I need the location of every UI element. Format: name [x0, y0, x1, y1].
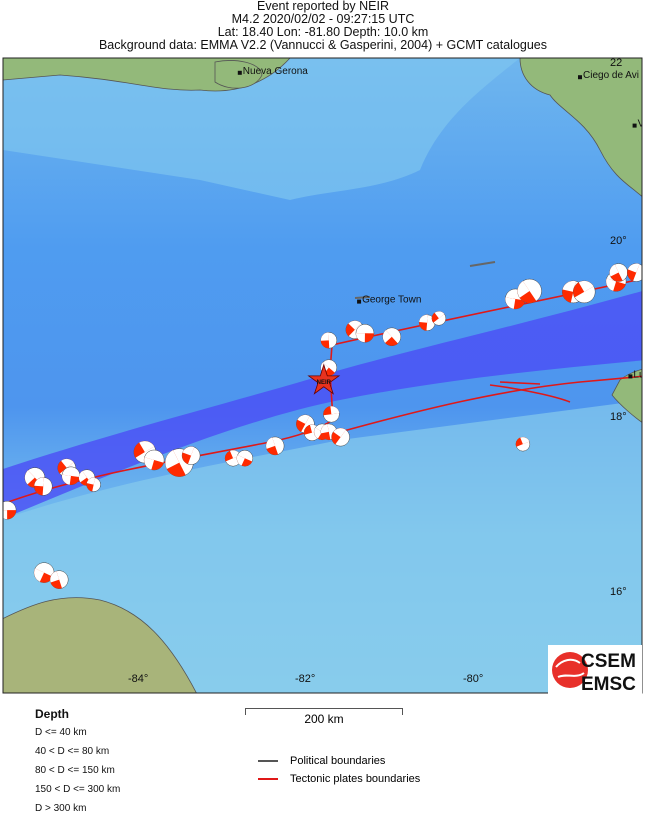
place-marker	[357, 299, 362, 304]
beachball[interactable]	[609, 263, 628, 282]
place-marker	[632, 123, 637, 128]
depth-legend: Depth D <= 40 km 40 < D <= 80 km 80 < D …	[35, 707, 120, 822]
political-swatch	[258, 760, 278, 762]
header-source: Event reported by NEIR	[256, 0, 389, 13]
enriquillo-fault	[339, 375, 642, 433]
scale-label: 200 km	[304, 712, 344, 726]
place-marker	[628, 374, 633, 379]
cayman-trough	[3, 291, 642, 519]
place-label: George Town	[362, 295, 421, 306]
lon-tick-84: -84°	[128, 673, 148, 685]
beachball[interactable]	[265, 436, 285, 456]
depth-item: 40 < D <= 80 km	[35, 746, 110, 757]
place-marker	[237, 70, 242, 75]
lat-tick-20: 20°	[610, 235, 627, 247]
secondary-fault	[489, 381, 571, 403]
beachball[interactable]	[0, 500, 17, 520]
beachball[interactable]	[320, 332, 338, 349]
honduras-land	[3, 597, 197, 693]
jamaica-land	[611, 368, 642, 423]
beachball[interactable]	[345, 320, 365, 340]
tectonic-label: Tectonic plates boundaries	[290, 773, 421, 785]
epicenter[interactable]: NEIR	[307, 363, 341, 395]
svg-text:CSEM: CSEM	[581, 651, 636, 672]
beachball[interactable]	[143, 449, 165, 471]
beachball[interactable]	[355, 324, 375, 343]
depth-item: D > 300 km	[35, 803, 87, 814]
csem-emsc-logo: CSEM EMSC	[548, 645, 642, 695]
lon-tick-80: -80°	[463, 673, 483, 685]
beachball[interactable]	[323, 405, 340, 423]
depth-item: 150 < D <= 300 km	[35, 784, 121, 795]
beachball[interactable]	[236, 449, 254, 467]
place-label: Ciego de Avi	[583, 70, 639, 81]
depth-item: 80 < D <= 150 km	[35, 765, 115, 776]
beachball[interactable]	[61, 466, 81, 486]
beachball[interactable]	[431, 311, 447, 326]
place-marker	[578, 75, 582, 80]
beachball[interactable]	[627, 263, 645, 282]
map-frame	[2, 57, 643, 694]
tectonic-swatch	[258, 778, 278, 780]
place-label: Ve	[638, 119, 646, 130]
cuban-shelf	[3, 58, 520, 200]
lat-tick-16: 16°	[610, 586, 627, 598]
beachball[interactable]	[515, 436, 531, 452]
small-islands	[354, 261, 496, 299]
lat-tick-22: 22	[610, 57, 622, 69]
beachball[interactable]	[86, 477, 101, 492]
place-label: Nueva Gerona	[243, 66, 308, 77]
beachball[interactable]	[33, 562, 55, 583]
lon-tick-82: -82°	[295, 673, 315, 685]
svg-text:EMSC: EMSC	[581, 674, 636, 695]
beachball[interactable]	[224, 449, 242, 467]
boundary-legend: Political boundaries Tectonic plates bou…	[258, 752, 420, 788]
beachball[interactable]	[49, 570, 69, 589]
scale-bar	[245, 708, 403, 715]
epicenter-label: NEIR	[317, 380, 332, 386]
beachball[interactable]	[572, 280, 596, 304]
cuba-east-land	[519, 58, 642, 198]
political-label: Political boundaries	[290, 755, 386, 767]
header-location: Lat: 18.40 Lon: -81.80 Depth: 10.0 km	[217, 25, 429, 39]
map-header: Event reported by NEIR M4.2 2020/02/02 -…	[0, 0, 646, 52]
depth-item: D <= 40 km	[35, 727, 87, 738]
depth-legend-title: Depth	[35, 707, 69, 721]
globe-icon: CSEM EMSC	[552, 651, 636, 695]
lat-tick-18: 18°	[610, 411, 627, 423]
beachball[interactable]	[418, 314, 436, 331]
beachball[interactable]	[382, 327, 402, 347]
header-background: Background data: EMMA V2.2 (Vannucci & G…	[98, 38, 548, 52]
beachball[interactable]	[517, 278, 542, 304]
southern-sea	[3, 400, 642, 693]
header-magnitude-time: M4.2 2020/02/02 - 09:27:15 UTC	[231, 12, 415, 26]
place-label: Lu	[633, 369, 644, 380]
beachball[interactable]	[33, 477, 53, 496]
beachball[interactable]	[181, 446, 201, 465]
beachball[interactable]	[331, 427, 350, 447]
epicenter-star-icon[interactable]	[307, 363, 341, 395]
place-labels: Nueva Gerona Ciego de Avi Ve George Town Lu	[237, 66, 646, 380]
